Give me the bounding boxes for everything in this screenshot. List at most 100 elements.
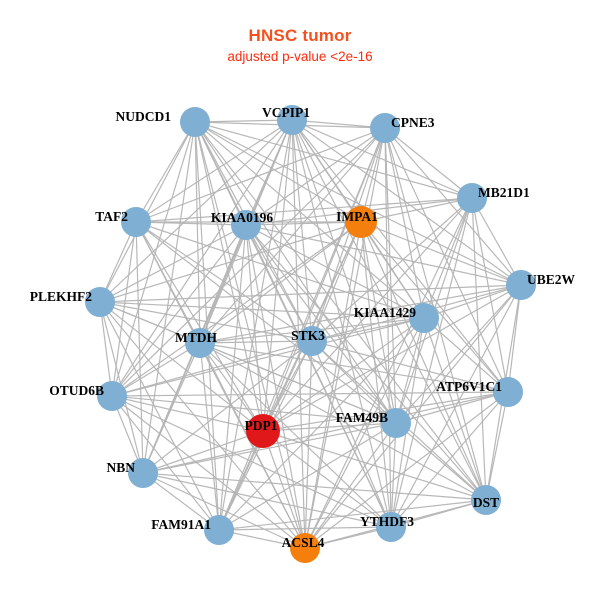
graph-edge bbox=[360, 221, 397, 424]
graph-edge bbox=[99, 301, 306, 549]
labels-layer: NUDCD1 VCPIP1 CPNE3 MB21D1 UBE2W KIAA1429 ATP6… bbox=[30, 105, 576, 550]
graph-edge bbox=[135, 127, 386, 223]
graph-edge bbox=[218, 422, 397, 531]
graph-edge bbox=[245, 224, 306, 549]
graph-edge bbox=[262, 284, 522, 432]
graph-node-impa1[interactable] bbox=[345, 206, 377, 238]
graph-edge bbox=[142, 472, 306, 549]
graph-node-kiaa1429[interactable] bbox=[409, 303, 439, 333]
graph-node-label-fam49b: FAM49B bbox=[336, 410, 388, 425]
graph-edge bbox=[99, 284, 522, 303]
graph-edge bbox=[304, 422, 397, 549]
graph-edge bbox=[245, 221, 362, 226]
graph-edge bbox=[311, 340, 397, 424]
edges-layer bbox=[99, 119, 522, 549]
figure-title-block: HNSC tumor adjusted p-value <2e-16 bbox=[0, 26, 600, 64]
graph-edge bbox=[360, 127, 386, 223]
graph-node-plekhf2[interactable] bbox=[85, 287, 115, 317]
graph-edge bbox=[423, 197, 473, 319]
graph-edge bbox=[245, 224, 487, 501]
graph-edge bbox=[194, 121, 201, 344]
graph-edge bbox=[262, 317, 425, 432]
graph-node-otud6b[interactable] bbox=[97, 381, 127, 411]
graph-edge bbox=[99, 119, 293, 303]
graph-edge bbox=[311, 340, 509, 393]
graph-node-label-stk3: STK3 bbox=[291, 328, 325, 343]
graph-node-label-mb21d1: MB21D1 bbox=[478, 185, 530, 200]
graph-node-mtdh[interactable] bbox=[185, 328, 215, 358]
graph-node-label-atp6v1c1: ATP6V1C1 bbox=[436, 379, 502, 394]
graph-node-mb21d1[interactable] bbox=[457, 183, 487, 213]
graph-edge bbox=[199, 342, 220, 531]
graph-node-label-taf2: TAF2 bbox=[95, 209, 128, 224]
graph-edge bbox=[218, 119, 293, 531]
graph-node-taf2[interactable] bbox=[121, 207, 151, 237]
graph-node-label-nbn: NBN bbox=[106, 460, 135, 475]
graph-node-nbn[interactable] bbox=[128, 458, 158, 488]
graph-edge bbox=[135, 221, 144, 474]
graph-node-ube2w[interactable] bbox=[506, 270, 536, 300]
graph-edge bbox=[99, 301, 313, 342]
graph-edge bbox=[199, 342, 397, 424]
graph-edge bbox=[291, 119, 386, 129]
graph-node-dst[interactable] bbox=[471, 485, 501, 515]
graph-node-label-pdp1: PDP1 bbox=[245, 418, 278, 433]
graph-node-label-mtdh: MTDH bbox=[175, 330, 217, 345]
graph-edge bbox=[111, 395, 392, 528]
graph-node-label-kiaa0196: KIAA0196 bbox=[211, 210, 274, 225]
graph-edge bbox=[218, 526, 392, 531]
graph-node-pdp1[interactable] bbox=[246, 414, 280, 448]
graph-edge bbox=[245, 224, 392, 528]
graph-edge bbox=[99, 224, 247, 303]
graph-node-label-ythdf3: YTHDF3 bbox=[360, 514, 414, 529]
graph-node-acsl4[interactable] bbox=[290, 533, 320, 563]
graph-edge bbox=[99, 301, 264, 432]
graph-node-kiaa0196[interactable] bbox=[231, 210, 261, 240]
graph-node-label-acsl4: ACSL4 bbox=[282, 535, 325, 550]
graph-edge bbox=[262, 430, 306, 549]
page-title: HNSC tumor bbox=[248, 26, 352, 45]
graph-edge bbox=[199, 342, 487, 501]
graph-edge bbox=[245, 224, 397, 424]
graph-edge bbox=[111, 119, 293, 397]
graph-edge bbox=[142, 391, 509, 474]
graph-node-label-dst: DST bbox=[473, 495, 499, 510]
graph-edge bbox=[423, 317, 509, 393]
graph-edge bbox=[291, 119, 487, 501]
graph-edge bbox=[142, 422, 397, 474]
graph-node-label-cpne3: CPNE3 bbox=[391, 115, 435, 130]
graph-edge bbox=[199, 224, 247, 344]
graph-edge bbox=[142, 472, 392, 528]
graph-edge bbox=[142, 430, 264, 474]
graph-edge bbox=[218, 499, 487, 531]
graph-node-nudcd1[interactable] bbox=[180, 107, 210, 137]
graph-edge bbox=[304, 221, 362, 549]
graph-edge bbox=[199, 342, 392, 528]
graph-edge bbox=[390, 391, 509, 528]
graph-edge bbox=[262, 197, 473, 432]
graph-edge bbox=[360, 221, 487, 501]
graph-node-fam49b[interactable] bbox=[381, 408, 411, 438]
graph-node-vcpip1[interactable] bbox=[277, 105, 307, 135]
graph-edge bbox=[291, 119, 473, 199]
graph-edge bbox=[199, 284, 522, 344]
graph-edge bbox=[111, 395, 397, 424]
graph-edge bbox=[218, 127, 386, 531]
graph-node-atp6v1c1[interactable] bbox=[493, 377, 523, 407]
graph-node-ythdf3[interactable] bbox=[376, 512, 406, 542]
graph-edge bbox=[99, 301, 113, 397]
graph-edge bbox=[218, 224, 247, 531]
graph-node-fam91a1[interactable] bbox=[204, 515, 234, 545]
graph-node-stk3[interactable] bbox=[297, 326, 327, 356]
graph-edge bbox=[142, 472, 487, 501]
graph-edge bbox=[384, 127, 522, 286]
graph-edge bbox=[262, 422, 397, 432]
graph-edge bbox=[135, 221, 201, 344]
graph-edge bbox=[194, 121, 473, 199]
graph-node-cpne3[interactable] bbox=[370, 113, 400, 143]
graph-edge bbox=[262, 119, 293, 432]
figure-subtitle: adjusted p-value <2e-16 bbox=[227, 48, 373, 64]
graph-edge bbox=[111, 221, 362, 397]
graph-edge bbox=[111, 224, 247, 397]
graph-edge bbox=[135, 221, 397, 424]
